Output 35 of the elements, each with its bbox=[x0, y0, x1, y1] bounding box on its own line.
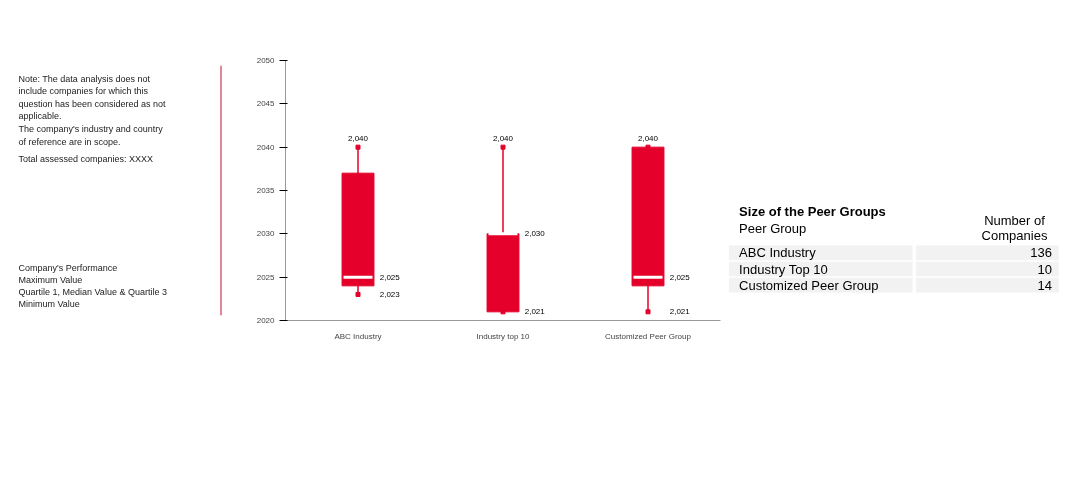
annotation: 2,040 bbox=[637, 134, 659, 144]
annotation: 2,030 bbox=[524, 229, 546, 239]
x-tick-label: Customized Peer Group bbox=[605, 331, 692, 341]
text: Number of Companies bbox=[981, 213, 1048, 244]
y-tick-label: 2030 bbox=[256, 229, 276, 239]
annotation: 2,023 bbox=[379, 290, 401, 299]
category-label: ABC Industry bbox=[739, 245, 817, 261]
data-label: 136 bbox=[1030, 245, 1052, 261]
text: Company's Performance bbox=[18, 263, 118, 274]
annotation: 2,021 bbox=[669, 307, 691, 317]
annotation: 2,025 bbox=[379, 272, 401, 282]
text: Peer Group bbox=[739, 220, 807, 236]
text: Size of the Peer Groups bbox=[739, 203, 886, 219]
text: Quartile 1, Median Value & Quartile 3 bbox=[18, 287, 167, 298]
y-tick-label: 2040 bbox=[256, 142, 276, 152]
text: Minimum Value bbox=[18, 299, 80, 310]
x-tick-label: ABC Industry bbox=[334, 331, 382, 341]
x-tick-label: Industry top 10 bbox=[476, 331, 531, 341]
text: Note: The data analysis does not include companies for which this question has been considered as not applicable. bbox=[18, 73, 167, 121]
category-label: Customized Peer Group bbox=[739, 277, 879, 293]
y-tick-label: 2025 bbox=[256, 272, 276, 282]
annotation: 2,021 bbox=[524, 307, 546, 317]
text: Maximum Value bbox=[18, 275, 83, 286]
y-tick-label: 2050 bbox=[256, 56, 276, 65]
y-tick-label: 2045 bbox=[256, 99, 276, 109]
data-label: 10 bbox=[1037, 261, 1052, 277]
category-label: Industry Top 10 bbox=[739, 261, 828, 277]
y-tick-label: 2020 bbox=[256, 316, 276, 325]
annotation: 2,040 bbox=[347, 134, 369, 144]
annotation: 2,025 bbox=[669, 272, 691, 282]
y-tick-label: 2035 bbox=[256, 186, 276, 195]
annotation: 2,040 bbox=[492, 134, 514, 144]
text: The company's industry and country of reference are in scope. bbox=[18, 124, 164, 147]
data-label: 14 bbox=[1037, 277, 1052, 293]
text: Total assessed companies: XXXX bbox=[18, 154, 154, 165]
